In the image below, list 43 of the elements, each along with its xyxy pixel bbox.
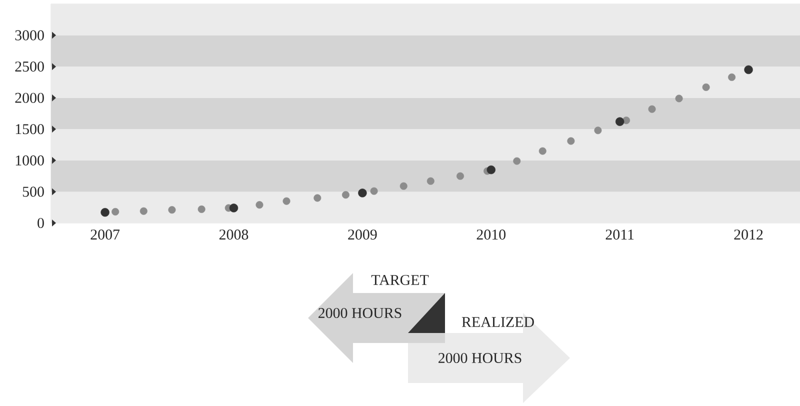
- x-tick-label: 2011: [606, 230, 634, 240]
- point: [100, 208, 110, 217]
- point: [358, 188, 367, 198]
- point: [229, 204, 238, 212]
- point: [256, 201, 264, 209]
- y-tick-label: 1000: [16, 155, 44, 166]
- point: [282, 197, 290, 205]
- x-tick-label: 2009: [348, 230, 377, 240]
- point: [538, 147, 546, 155]
- point: [342, 191, 350, 199]
- point: [140, 207, 148, 215]
- text: 2000 HOURS: [438, 352, 522, 364]
- point: [513, 157, 521, 165]
- y-tick-label: 3000: [15, 30, 44, 40]
- y-tick-label: 0: [38, 218, 44, 228]
- point: [744, 65, 753, 74]
- point: [594, 126, 602, 134]
- y-tick-label: 1500: [16, 124, 44, 134]
- point: [314, 194, 322, 202]
- point: [615, 117, 624, 126]
- x-tick-label: 2008: [219, 230, 248, 240]
- x-tick-label: 2007: [90, 230, 120, 240]
- point: [728, 73, 736, 81]
- y-tick-label: 2500: [15, 62, 44, 72]
- point: [675, 94, 683, 102]
- point: [456, 172, 464, 180]
- point: [702, 83, 710, 91]
- point: [112, 208, 120, 216]
- point: [426, 177, 434, 185]
- point: [648, 105, 656, 113]
- point: [400, 182, 408, 190]
- text: 2000 HOURS: [318, 308, 402, 318]
- point: [486, 165, 496, 174]
- point: [567, 137, 575, 145]
- text: REALIZED: [462, 317, 534, 327]
- point: [198, 205, 206, 213]
- x-tick-label: 2010: [476, 230, 506, 240]
- y-tick-label: 500: [22, 186, 44, 197]
- text: TARGET: [371, 274, 429, 286]
- y-tick-label: 2000: [15, 92, 44, 103]
- point: [370, 187, 378, 195]
- point: [168, 206, 176, 214]
- x-tick-label: 2012: [734, 230, 763, 240]
